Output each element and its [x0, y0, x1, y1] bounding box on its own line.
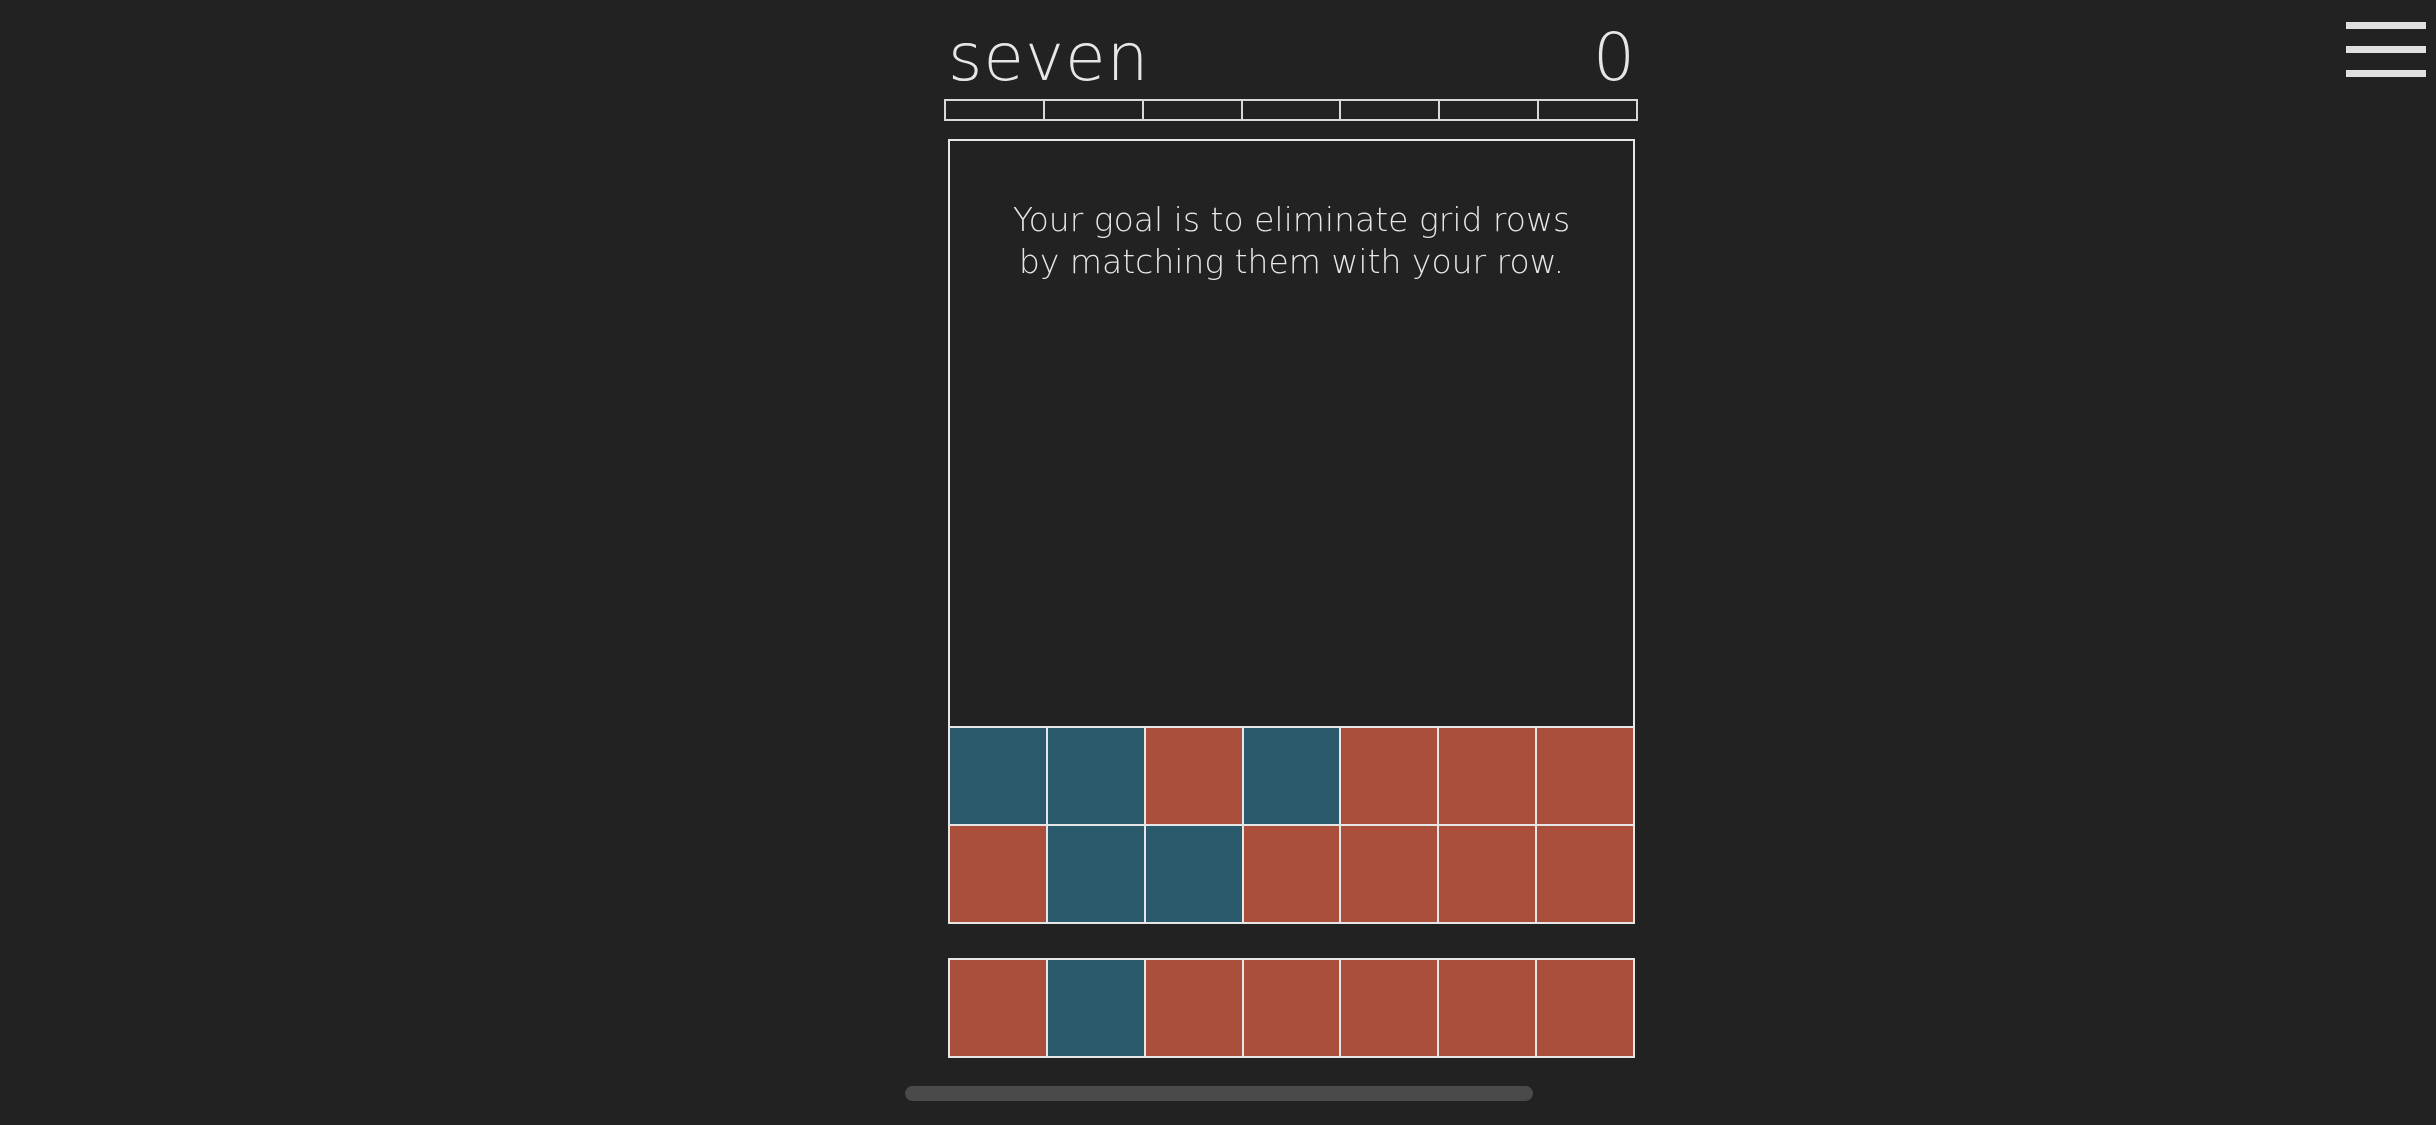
grid-cell-blue	[1047, 726, 1146, 824]
instruction-message: Your goal is to eliminate grid rows by m…	[1012, 200, 1571, 281]
grid-rows	[950, 726, 1634, 922]
menu-bar	[2346, 70, 2426, 77]
grid-cell-red	[1243, 824, 1342, 922]
grid-cell-red	[1145, 726, 1244, 824]
menu-bar	[2346, 46, 2426, 53]
grid-cell-blue	[1243, 726, 1342, 824]
player-cell-red[interactable]	[1243, 960, 1342, 1056]
grid-cell-red	[950, 824, 1048, 922]
grid-cell-blue	[950, 726, 1048, 824]
grid-cell-red	[1537, 824, 1634, 922]
grid-cell-red	[1341, 824, 1440, 922]
player-row	[948, 958, 1635, 1058]
progress-segment	[1144, 101, 1243, 119]
progress-segment	[1045, 101, 1144, 119]
player-cell-red[interactable]	[1341, 960, 1440, 1056]
progress-segment	[946, 101, 1045, 119]
progress-segment	[1539, 101, 1636, 119]
progress-bar	[944, 99, 1638, 121]
grid-cell-red	[1537, 726, 1634, 824]
grid-row	[950, 726, 1634, 824]
game-board: Your goal is to eliminate grid rows by m…	[948, 139, 1635, 924]
grid-row	[950, 824, 1634, 922]
player-cell-red[interactable]	[950, 960, 1048, 1056]
grid-cell-blue	[1145, 824, 1244, 922]
progress-segment	[1243, 101, 1342, 119]
score-counter: 0	[1593, 19, 1635, 96]
player-cell-blue[interactable]	[1047, 960, 1146, 1056]
game-title: seven	[948, 19, 1150, 96]
player-cell-red[interactable]	[1439, 960, 1538, 1056]
hamburger-menu-icon[interactable]	[2346, 22, 2426, 78]
grid-cell-red	[1341, 726, 1440, 824]
grid-cell-red	[1439, 824, 1538, 922]
menu-bar	[2346, 22, 2426, 29]
progress-segment	[1341, 101, 1441, 119]
player-cell-red[interactable]	[1537, 960, 1634, 1056]
player-cell-red[interactable]	[1145, 960, 1244, 1056]
grid-cell-red	[1439, 726, 1538, 824]
grid-cell-blue	[1047, 824, 1146, 922]
home-indicator	[905, 1086, 1533, 1101]
progress-segment	[1440, 101, 1540, 119]
